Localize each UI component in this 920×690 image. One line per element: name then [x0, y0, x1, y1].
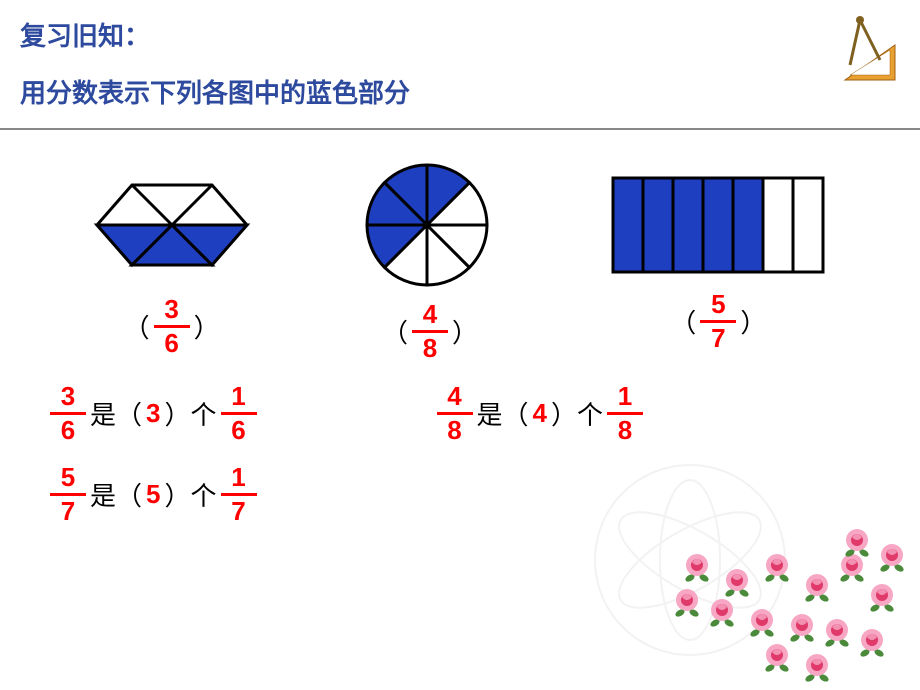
statement-3: 5 7 是（ 5 ）个 1 7 — [50, 464, 257, 526]
rose-icon — [820, 615, 854, 649]
rose-icon — [800, 570, 834, 604]
rose-icon — [760, 550, 794, 584]
frac-den: 7 — [711, 325, 725, 352]
header: 复习旧知： 用分数表示下列各图中的蓝色部分 — [0, 0, 920, 128]
tools-icon — [830, 10, 910, 90]
rose-icon — [745, 605, 779, 639]
page-title: 复习旧知： — [20, 16, 900, 53]
page-subtitle: 用分数表示下列各图中的蓝色部分 — [20, 73, 900, 110]
frac-den: 8 — [423, 335, 437, 362]
statement-1: 3 6 是（ 3 ）个 1 6 — [50, 383, 257, 445]
rose-icon — [875, 540, 909, 574]
rose-icon — [720, 565, 754, 599]
shapes-row: （ 3 6 ） （ 4 — [0, 130, 920, 373]
shape-circle: （ 4 8 ） — [355, 160, 505, 363]
answer-1: 3 — [146, 398, 160, 429]
rose-icon — [855, 625, 889, 659]
rect-diagram — [608, 170, 828, 280]
hexagon-diagram — [92, 165, 252, 285]
roses-decoration — [650, 524, 910, 684]
fraction-label-3: （ 5 7 ） — [608, 291, 828, 353]
frac-num: 5 — [711, 291, 725, 318]
rose-icon — [705, 595, 739, 629]
rose-icon — [840, 525, 874, 559]
frac-num: 4 — [423, 301, 437, 328]
rose-icon — [800, 650, 834, 684]
circle-diagram — [355, 160, 505, 290]
rose-icon — [785, 610, 819, 644]
fraction-label-2: （ 4 8 ） — [355, 301, 505, 363]
statement-2: 4 8 是（ 4 ）个 1 8 — [437, 383, 644, 445]
rose-icon — [760, 640, 794, 674]
frac-num: 3 — [164, 296, 178, 323]
answer-3: 5 — [146, 479, 160, 510]
rose-icon — [680, 550, 714, 584]
rose-icon — [670, 585, 704, 619]
answer-2: 4 — [533, 398, 547, 429]
frac-den: 6 — [164, 330, 178, 357]
shape-rectangle: （ 5 7 ） — [608, 170, 828, 353]
shape-hexagon: （ 3 6 ） — [92, 165, 252, 358]
statements: 3 6 是（ 3 ）个 1 6 4 8 是（ 4 ）个 1 — [0, 373, 920, 526]
rose-icon — [865, 580, 899, 614]
fraction-label-1: （ 3 6 ） — [92, 296, 252, 358]
